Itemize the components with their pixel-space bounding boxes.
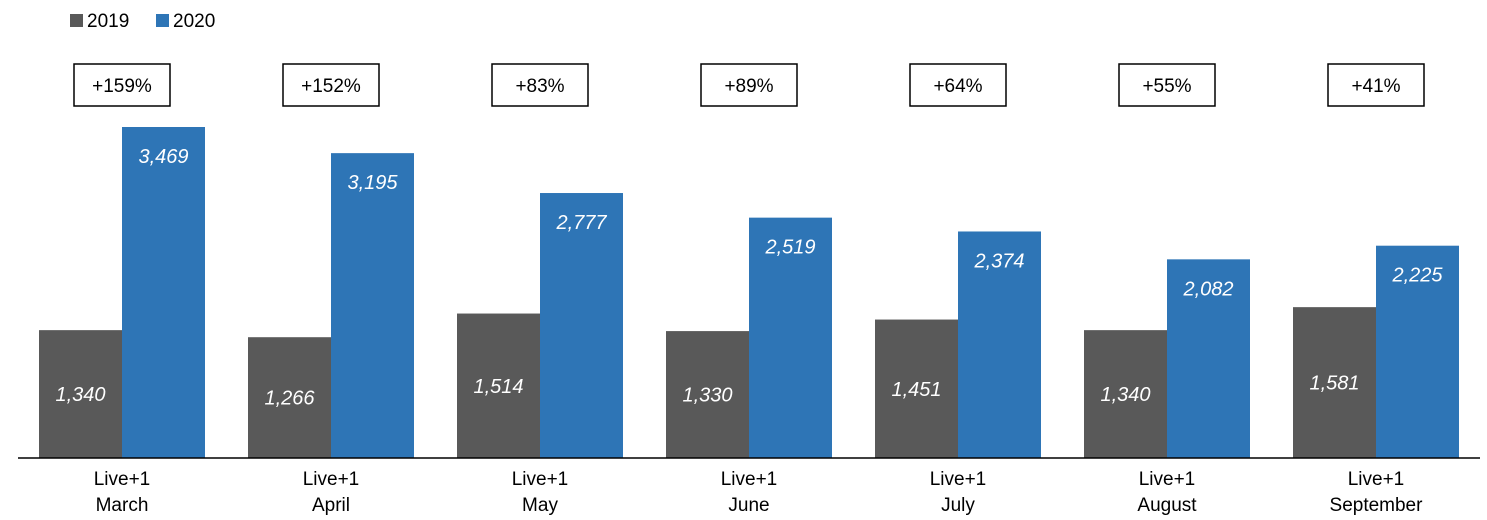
change-label: +41% [1351,76,1400,97]
change-label: +89% [724,76,773,97]
change-label: +159% [92,76,152,97]
change-labels: +159% +152% +83% +89% +64% +55% +41% [73,63,1425,107]
bar-2019 [875,319,958,458]
bar-2019 [248,337,331,458]
change-box [700,63,798,107]
data-label-2020: 2,225 [1391,265,1443,287]
data-label-2020: 2,519 [764,237,815,259]
bar-2020 [1376,245,1459,458]
change-label: +55% [1142,76,1191,97]
bars [39,127,1459,458]
legend-label-2020: 2020 [173,11,215,32]
category-label: Live+1 April [303,469,360,516]
bar-2020 [958,231,1041,458]
bar-2019 [1084,330,1167,458]
change-label: +64% [933,76,982,97]
bar-2019 [1293,307,1376,458]
data-label-2020: 2,777 [555,212,607,234]
category-label: Live+1 July [930,469,987,516]
bar-2020 [122,127,205,458]
change-box [282,63,380,107]
change-box [1118,63,1216,107]
data-label-2020: 3,195 [347,172,398,194]
category-label: Live+1 September [1330,469,1424,516]
change-label: +152% [301,76,361,97]
bar-2020 [749,217,832,458]
data-label-2019: 1,330 [682,385,732,407]
bar-2020 [540,193,623,458]
data-label-2020: 2,082 [1182,278,1233,300]
legend-label-2019: 2019 [87,11,129,32]
legend: 2019 2020 [70,11,215,32]
change-box [909,63,1007,107]
value-labels: 1,340 3,469 1,266 3,195 1,514 2,777 1,330 2,519… [55,146,1443,410]
data-label-2019: 1,581 [1309,373,1359,395]
change-box [1327,63,1425,107]
data-label-2020: 3,469 [138,146,188,168]
change-box [73,63,171,107]
bar-2019 [666,331,749,458]
legend-swatch-2020 [156,14,169,27]
category-label: Live+1 June [721,469,778,516]
change-box [491,63,589,107]
category-label: Live+1 March [94,469,151,516]
data-label-2019: 1,266 [264,388,315,410]
data-label-2020: 2,374 [973,250,1024,272]
bar-2019 [39,330,122,458]
bar-2019 [457,313,540,458]
bar-2020 [1167,259,1250,458]
category-labels: Live+1 March Live+1 April Live+1 May Live+1 Jun… [94,469,1423,516]
category-label: Live+1 May [512,469,569,516]
category-label: Live+1 August [1137,469,1197,516]
data-label-2019: 1,340 [1100,384,1150,406]
data-label-2019: 1,451 [891,379,941,401]
change-label: +83% [515,76,564,97]
legend-swatch-2019 [70,14,83,27]
data-label-2019: 1,514 [473,376,523,398]
data-label-2019: 1,340 [55,384,105,406]
bar-2020 [331,153,414,458]
